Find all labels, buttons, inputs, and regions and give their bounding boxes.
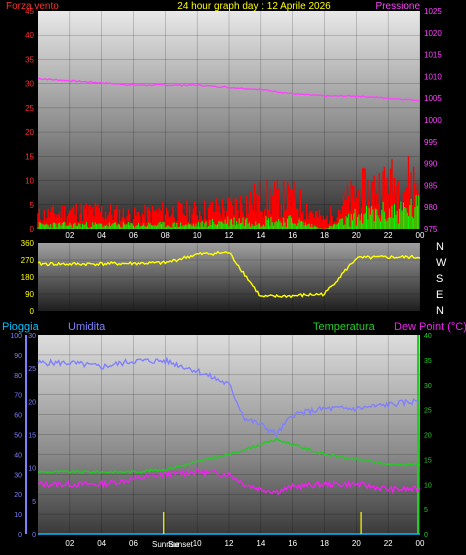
pressure-y-tick: 1020 [424,29,442,38]
humidity-label: Umidita [68,321,106,333]
humidity-y-tick: 50 [14,433,22,440]
wind-y-tick: 45 [25,7,34,16]
wind-y-tick: 40 [25,31,34,40]
temperature-y-tick: 0 [424,532,428,539]
rain-y-tick: 5 [32,499,36,506]
wind-y-tick: 35 [25,55,34,64]
temperature-y-tick: 15 [424,457,432,464]
rain-y-tick: 10 [28,466,36,473]
humidity-y-tick: 0 [18,532,22,539]
direction-y-tick: 0 [30,307,35,316]
humidity-y-tick: 30 [14,472,22,479]
x-tick-label: 06 [129,231,138,240]
dew-point-label: Dew Point (°C) [394,321,466,333]
x-tick-label: 02 [65,231,74,240]
humidity-y-tick: 40 [14,452,22,459]
wind-y-tick: 20 [25,128,34,137]
x-tick-label: 14 [256,539,265,548]
x-tick-label: 02 [65,539,74,548]
wind-y-tick: 15 [25,152,34,161]
pressure-y-tick: 1015 [424,51,442,60]
temperature-y-tick: 20 [424,433,432,440]
sunrise-label: Sunrise [152,540,180,549]
direction-y-tick: 90 [25,290,34,299]
humidity-y-tick: 90 [14,353,22,360]
pressure-y-tick: 985 [424,181,438,190]
humidity-y-tick: 60 [14,413,22,420]
sunset-label: Sunset [168,540,194,549]
x-tick-label: 18 [320,231,329,240]
x-tick-label: 20 [352,231,361,240]
wind-y-tick: 10 [25,177,34,186]
wind-y-tick: 5 [30,201,35,210]
x-tick-label: 04 [97,539,106,548]
temperature-y-tick: 10 [424,482,432,489]
humidity-y-tick: 80 [14,373,22,380]
temperature-y-tick: 30 [424,383,432,390]
wind-y-tick: 0 [30,225,35,234]
temperature-y-tick: 5 [424,507,428,514]
x-tick-label: 04 [97,231,106,240]
x-tick-label: 06 [129,539,138,548]
rain-y-tick: 30 [28,333,36,340]
pressure-y-tick: 1025 [424,7,442,16]
temperature-label: Temperatura [313,321,376,333]
temperature-y-tick: 25 [424,408,432,415]
humidity-y-tick: 100 [10,333,22,340]
pressure-y-tick: 980 [424,203,438,212]
x-tick-label: 14 [256,231,265,240]
direction-y-tick: 360 [21,239,35,248]
x-tick-label: 20 [352,539,361,548]
pressure-y-tick: 990 [424,160,438,169]
wind-axis-title: Forza vento [6,1,59,12]
x-tick-label: 12 [225,539,234,548]
rain-y-tick: 20 [28,399,36,406]
wind-y-tick: 30 [25,80,34,89]
rain-y-tick: 15 [28,433,36,440]
x-tick-label: 00 [416,231,425,240]
temperature-y-tick: 40 [424,333,432,340]
pressure-y-tick: 995 [424,138,438,147]
compass-label: W [436,257,447,269]
pressure-axis-title: Pressione [376,1,421,12]
x-tick-label: 16 [288,231,297,240]
x-tick-label: 18 [320,539,329,548]
humidity-line [37,356,421,438]
x-tick-label: 10 [193,231,202,240]
humidity-y-tick: 70 [14,393,22,400]
dew-point-line [37,467,421,496]
pressure-y-tick: 1005 [424,94,442,103]
pressure-y-tick: 975 [424,225,438,234]
x-tick-label: 08 [161,231,170,240]
direction-y-tick: 270 [21,256,35,265]
pressure-y-tick: 1000 [424,116,442,125]
rain-label: Pioggia [2,321,40,333]
x-tick-label: 00 [416,539,425,548]
compass-label: E [436,289,443,301]
x-tick-label: 22 [384,231,393,240]
temperature-line [37,437,421,474]
x-tick-label: 22 [384,539,393,548]
compass-label: N [436,305,444,317]
humidity-y-tick: 10 [14,512,22,519]
wind-panel [38,11,420,229]
wind-y-tick: 25 [25,104,34,113]
chart-title: 24 hour graph day : 12 Aprile 2026 [177,1,331,12]
compass-label: N [436,241,444,253]
humidity-y-tick: 20 [14,492,22,499]
x-tick-label: 10 [193,539,202,548]
x-tick-label: 12 [225,231,234,240]
direction-y-tick: 180 [21,273,35,282]
rain-y-tick: 25 [28,366,36,373]
pressure-y-tick: 1010 [424,72,442,81]
x-tick-label: 16 [288,539,297,548]
direction-line [37,250,421,299]
compass-label: S [436,273,443,285]
pressure-line [38,77,420,102]
temperature-y-tick: 35 [424,358,432,365]
direction-panel [38,243,420,311]
rain-y-tick: 0 [32,532,36,539]
